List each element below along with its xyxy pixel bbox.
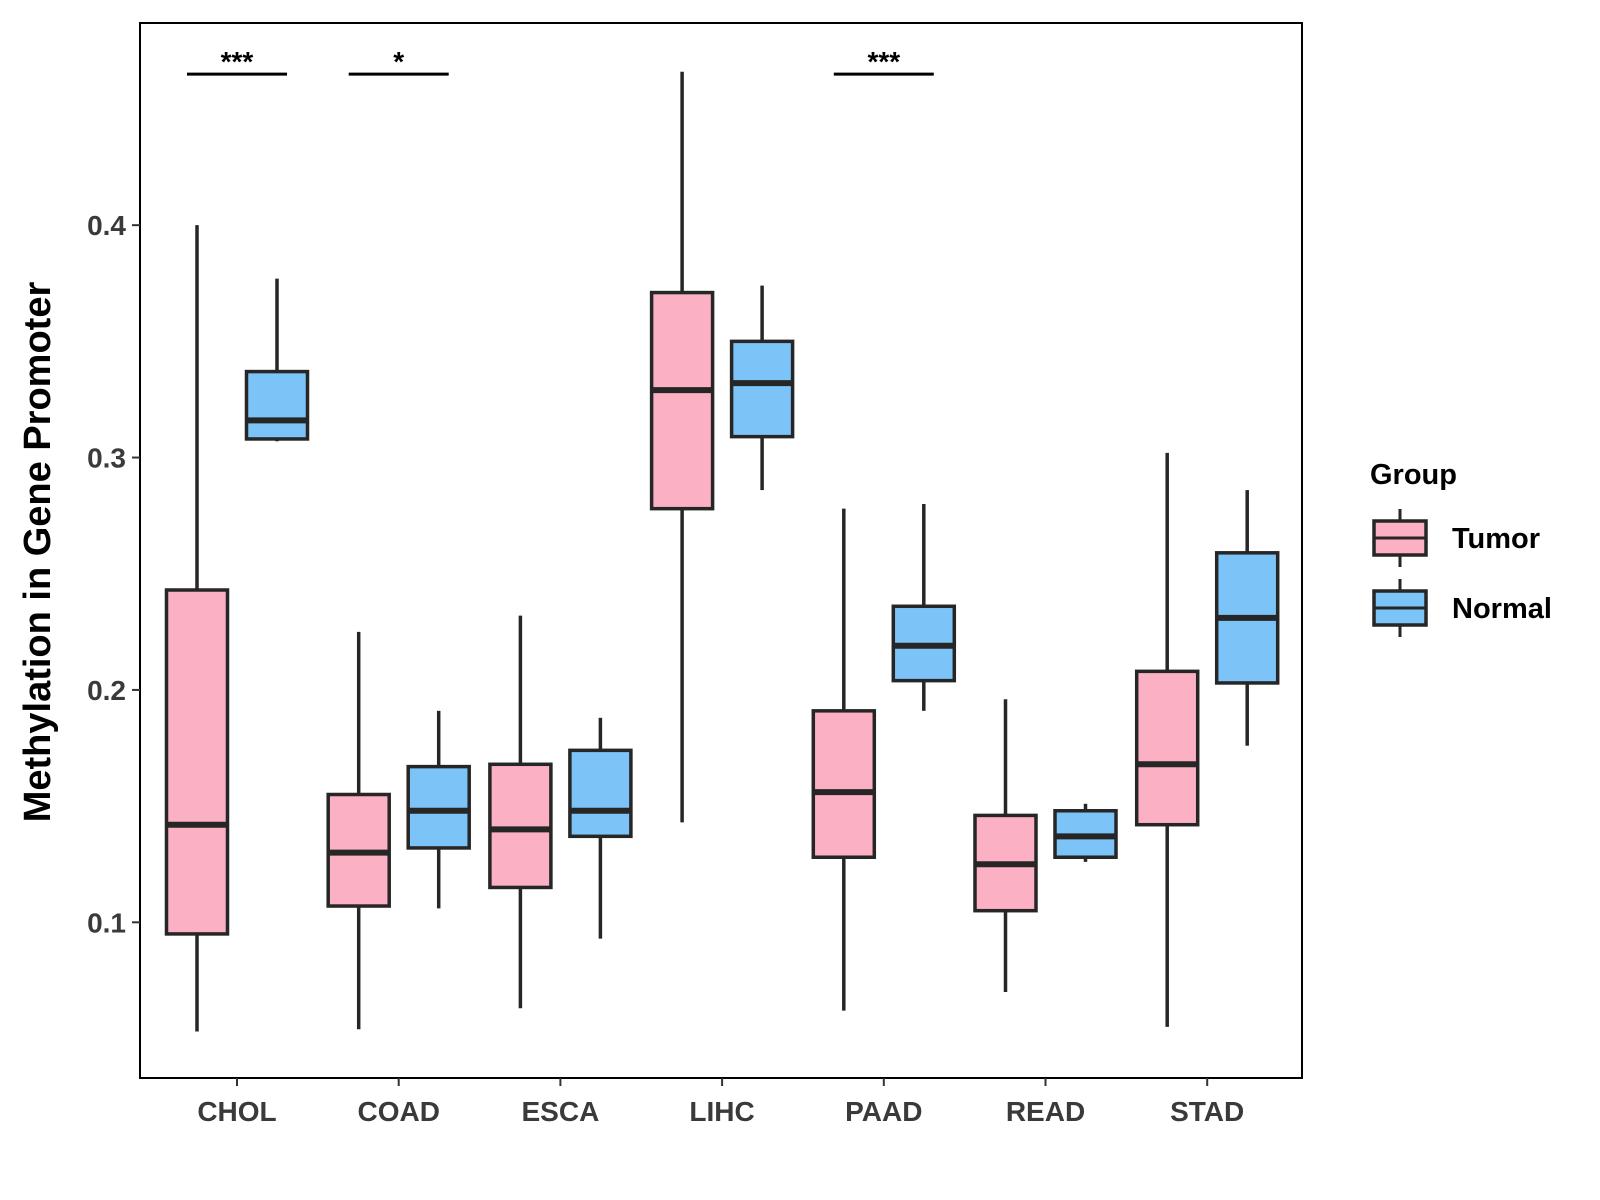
iqr-box [244,369,310,441]
box-tumor-read [973,699,1038,993]
y-tick-label: 0.4 [87,210,126,241]
legend: Group Tumor Normal [1370,459,1552,637]
significance-label: *** [221,46,254,77]
y-tick-label: 0.2 [87,675,126,706]
iqr-box [406,764,471,850]
box-normal-coad [406,710,471,909]
x-tick-label: STAD [1170,1096,1244,1127]
box-tumor-stad [1134,452,1200,1027]
plot-panel [139,22,1303,1079]
legend-item-normal: Normal [1372,579,1552,637]
box-normal-esca [568,717,633,939]
significance-label: * [393,46,404,77]
plot-content: 0.1 0.2 0.3 0.4 CHOL COAD ESCA LIHC PAAD READ STAD… [87,46,1280,1127]
iqr-box [488,762,553,890]
x-tick-label: LIHC [689,1096,754,1127]
y-tick-label: 0.1 [87,907,126,938]
iqr-box [164,588,230,936]
box-normal-lihc [729,285,795,491]
x-tick-label: CHOL [197,1096,276,1127]
box-normal-paad [891,504,957,711]
iqr-box [811,709,877,859]
significance-label: *** [867,46,900,77]
iqr-box [729,339,795,439]
box-tumor-lihc [649,71,715,823]
iqr-box [649,290,715,511]
box-tumor-paad [811,508,877,1011]
legend-title: Group [1370,459,1457,491]
x-tick-label: READ [1006,1096,1085,1127]
box-normal-stad [1214,490,1280,746]
x-tick-label: COAD [357,1096,439,1127]
box-normal-read [1053,803,1118,862]
legend-label: Tumor [1452,523,1540,555]
legend-entries: Tumor Normal [1372,509,1552,637]
box-tumor-coad [326,631,391,1030]
box-tumor-esca [488,615,553,1009]
x-tick-label: PAAD [845,1096,922,1127]
x-tick-label: ESCA [522,1096,600,1127]
y-axis-title: Methylation in Gene Promoter [17,282,59,823]
iqr-box [568,748,633,839]
y-tick-label: 0.3 [87,443,126,474]
legend-label: Normal [1452,593,1552,625]
legend-item-tumor: Tumor [1372,509,1540,567]
iqr-box [1134,669,1200,827]
box-normal-chol [244,278,310,442]
box-tumor-chol [164,225,230,1032]
